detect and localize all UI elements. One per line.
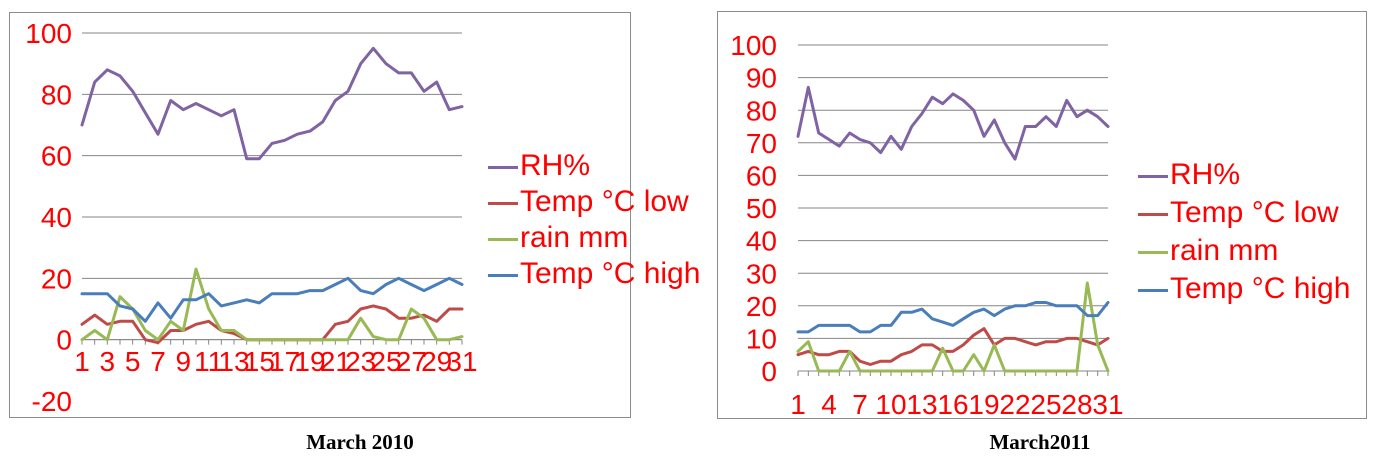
y-tick-label: 50 [746, 193, 777, 224]
x-tick-label: 3 [100, 346, 116, 377]
y-tick-label: 80 [41, 79, 72, 110]
x-tick-label: 28 [1061, 389, 1092, 420]
x-tick-label: 13 [906, 389, 937, 420]
x-tick-label: 21 [320, 346, 351, 377]
legend-label-temp-low: Temp °C low [520, 185, 689, 218]
legend-label-temp-high: Temp °C high [520, 257, 701, 290]
y-tick-label: 90 [746, 63, 777, 94]
x-tick-label: 19 [968, 389, 999, 420]
legend-swatch-temp-low [1138, 213, 1168, 216]
legend-swatch-rain [488, 238, 518, 241]
y-tick-label: 0 [761, 356, 777, 387]
y-tick-label: 0 [56, 325, 72, 356]
legend-swatch-rain [1138, 251, 1168, 254]
x-tick-label: 10 [875, 389, 906, 420]
caption-march-2011: March2011 [989, 430, 1091, 454]
caption-march-2010: March 2010 [306, 430, 414, 454]
x-tick-label: 13 [218, 346, 249, 377]
legend-swatch-rh [488, 166, 518, 169]
x-tick-label: 1 [74, 346, 90, 377]
legend-label-rh: RH% [520, 149, 591, 182]
series-line-2 [80, 267, 464, 342]
y-tick-label: 40 [41, 202, 72, 233]
y-tick-label: 20 [41, 263, 72, 294]
x-tick-label: 1 [790, 389, 806, 420]
x-tick-label: 5 [125, 346, 141, 377]
chart-panel-march-2010: -20 0 20 40 60 80 100 1 3 5 7 9 11 13 15 17 19 21 23 25 27 29… [9, 12, 700, 418]
x-tick-label: 27 [396, 346, 427, 377]
y-tick-label: 20 [746, 291, 777, 322]
x-tick-label: 23 [345, 346, 376, 377]
x-tick-label: 31 [1092, 389, 1123, 420]
legend-label-temp-high: Temp °C high [1170, 272, 1351, 305]
x-tick-label: 25 [370, 346, 401, 377]
legend-swatch-temp-high [488, 274, 518, 277]
y-tick-label: 100 [730, 30, 777, 61]
legend-label-rh: RH% [1170, 158, 1241, 191]
x-tick-label: 17 [269, 346, 300, 377]
x-tick-label: 31 [446, 346, 477, 377]
y-tick-label: 60 [41, 141, 72, 172]
x-tick-label: 19 [294, 346, 325, 377]
y-tick-label: 60 [746, 160, 777, 191]
series-line-0 [796, 85, 1110, 161]
legend-swatch-rh [1138, 175, 1168, 178]
series-line-3 [796, 301, 1110, 334]
series-line-0 [80, 46, 464, 161]
y-tick-label: 30 [746, 258, 777, 289]
x-tick-label: 15 [244, 346, 275, 377]
x-tick-label: 16 [937, 389, 968, 420]
x-tick-label: 9 [176, 346, 192, 377]
series-line-2 [796, 281, 1110, 373]
y-tick-label: 80 [746, 95, 777, 126]
y-tick-label: 100 [25, 18, 72, 49]
x-tick-label: 22 [999, 389, 1030, 420]
y-tick-label: 70 [746, 128, 777, 159]
y-tick-label: 40 [746, 226, 777, 257]
chart-panel-march-2011: 0 10 20 30 40 50 60 70 80 90 100 1 4 7 10 13 16 19 22 25 28 3… [717, 11, 1367, 420]
y-tick-label: 10 [746, 323, 777, 354]
legend-label-rain: rain mm [520, 221, 629, 254]
x-tick-label: 4 [821, 389, 837, 420]
x-tick-label: 25 [1030, 389, 1061, 420]
x-tick-label: 7 [150, 346, 166, 377]
series-line-3 [80, 276, 464, 323]
y-tick-label: -20 [32, 386, 72, 417]
legend-label-rain: rain mm [1170, 234, 1279, 267]
legend-label-temp-low: Temp °C low [1170, 196, 1339, 229]
x-tick-label: 7 [852, 389, 868, 420]
x-tick-label: 29 [421, 346, 452, 377]
legend-swatch-temp-low [488, 202, 518, 205]
x-tick-label: 11 [194, 346, 223, 377]
legend-swatch-temp-high [1138, 289, 1168, 292]
